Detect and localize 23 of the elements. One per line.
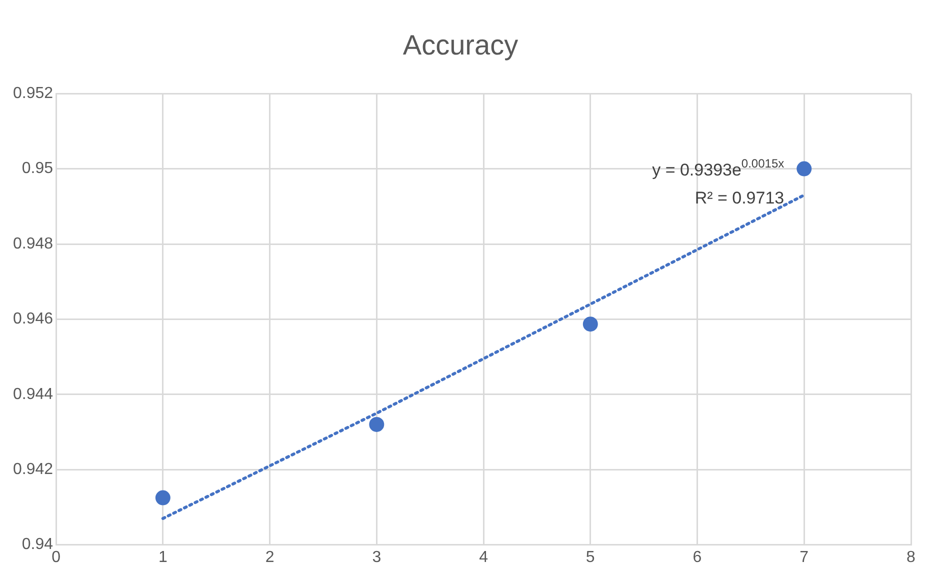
x-tick-label: 4: [479, 548, 488, 566]
x-tick-label: 1: [158, 548, 168, 566]
y-tick-label: 0.946: [12, 310, 54, 328]
point: [796, 161, 812, 176]
x-tick-label: 3: [372, 548, 382, 566]
y-tick-label: 0.952: [12, 85, 54, 102]
line-series: [161, 194, 806, 520]
annotation: R² = 0.9713: [694, 188, 784, 208]
y-tick-label: 0.942: [12, 461, 54, 478]
point: [582, 316, 598, 332]
x-tick-label: 5: [586, 548, 595, 566]
chart-title: Accuracy: [402, 30, 518, 61]
x-tick-label: 6: [692, 548, 702, 566]
x-tick-label: 7: [800, 548, 809, 566]
y-tick-label: 0.94: [22, 536, 54, 554]
y-tick-label: 0.944: [12, 386, 54, 403]
x-tick-label: 2: [265, 548, 274, 566]
point: [155, 490, 170, 506]
y-tick-label: 0.95: [22, 160, 54, 178]
x-tick-label: 0: [52, 548, 61, 566]
x-tick-label: 8: [906, 548, 916, 566]
y-tick-label: 0.948: [12, 235, 54, 252]
point: [369, 416, 384, 432]
